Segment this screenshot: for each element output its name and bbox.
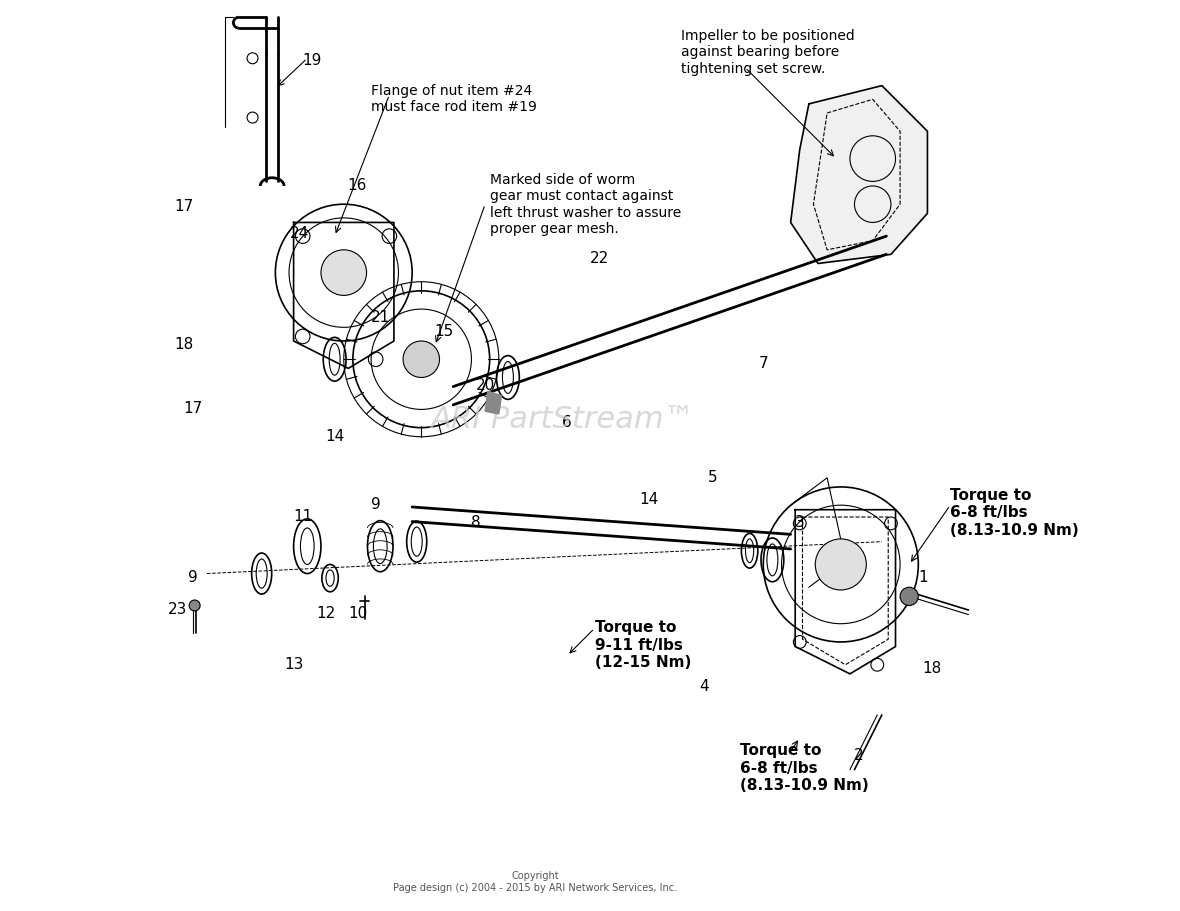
Text: 20: 20 xyxy=(476,378,494,393)
Text: 22: 22 xyxy=(590,251,609,265)
Circle shape xyxy=(900,588,918,606)
Text: Torque to
6-8 ft/lbs
(8.13-10.9 Nm): Torque to 6-8 ft/lbs (8.13-10.9 Nm) xyxy=(741,742,870,793)
Text: 12: 12 xyxy=(316,606,335,620)
Text: Torque to
9-11 ft/lbs
(12-15 Nm): Torque to 9-11 ft/lbs (12-15 Nm) xyxy=(595,619,691,670)
Text: 9: 9 xyxy=(371,496,381,511)
Text: 16: 16 xyxy=(348,178,367,192)
Text: Copyright
Page design (c) 2004 - 2015 by ARI Network Services, Inc.: Copyright Page design (c) 2004 - 2015 by… xyxy=(393,870,677,892)
Text: 11: 11 xyxy=(293,508,313,523)
Text: 23: 23 xyxy=(168,601,188,616)
Polygon shape xyxy=(485,392,502,415)
Text: Flange of nut item #24
must face rod item #19: Flange of nut item #24 must face rod ite… xyxy=(372,84,537,114)
Text: 5: 5 xyxy=(708,469,717,484)
Text: 14: 14 xyxy=(324,428,345,443)
Text: 8: 8 xyxy=(471,515,480,529)
Circle shape xyxy=(815,539,866,590)
Text: Marked side of worm
gear must contact against
left thrust washer to assure
prope: Marked side of worm gear must contact ag… xyxy=(490,173,681,236)
Text: 9: 9 xyxy=(189,569,198,584)
Text: 4: 4 xyxy=(700,679,709,693)
Text: 17: 17 xyxy=(175,199,194,213)
Text: 21: 21 xyxy=(371,310,389,324)
Polygon shape xyxy=(791,87,927,264)
Text: Torque to
6-8 ft/lbs
(8.13-10.9 Nm): Torque to 6-8 ft/lbs (8.13-10.9 Nm) xyxy=(950,487,1079,537)
Text: 18: 18 xyxy=(175,337,194,352)
Text: 13: 13 xyxy=(284,656,303,670)
Circle shape xyxy=(321,251,367,296)
Text: 2: 2 xyxy=(854,747,864,762)
Text: 3: 3 xyxy=(795,515,805,529)
Text: 7: 7 xyxy=(759,355,768,370)
Text: 10: 10 xyxy=(348,606,367,620)
Text: 18: 18 xyxy=(923,660,942,675)
Text: 15: 15 xyxy=(434,323,453,338)
Text: 19: 19 xyxy=(302,53,321,67)
Text: 6: 6 xyxy=(563,415,572,429)
Text: 17: 17 xyxy=(184,401,203,415)
Text: Impeller to be positioned
against bearing before
tightening set screw.: Impeller to be positioned against bearin… xyxy=(681,29,855,76)
Circle shape xyxy=(189,600,201,611)
Text: ARI PartStream™: ARI PartStream™ xyxy=(431,404,695,434)
Text: 1: 1 xyxy=(918,569,927,584)
Text: 14: 14 xyxy=(640,492,658,507)
Circle shape xyxy=(404,342,439,378)
Text: 24: 24 xyxy=(290,226,309,241)
